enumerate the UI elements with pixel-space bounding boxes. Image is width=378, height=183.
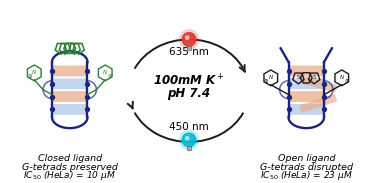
Circle shape <box>182 133 196 147</box>
FancyBboxPatch shape <box>288 78 324 89</box>
FancyBboxPatch shape <box>52 104 87 115</box>
Bar <box>187 147 191 150</box>
Text: N: N <box>32 70 36 75</box>
FancyBboxPatch shape <box>288 91 324 102</box>
Text: IC$_{50}$ (HeLa) = 23 $\mu$M: IC$_{50}$ (HeLa) = 23 $\mu$M <box>260 169 353 182</box>
Text: ⊕: ⊕ <box>344 79 349 84</box>
Circle shape <box>179 30 199 49</box>
Text: G-tetrads preserved: G-tetrads preserved <box>22 163 118 172</box>
Text: 100mM K$^+$: 100mM K$^+$ <box>153 73 225 88</box>
Text: ⊕: ⊕ <box>27 74 32 79</box>
FancyBboxPatch shape <box>52 66 87 76</box>
FancyBboxPatch shape <box>288 104 324 115</box>
Text: IC$_{50}$ (HeLa) = 10 $\mu$M: IC$_{50}$ (HeLa) = 10 $\mu$M <box>23 169 116 182</box>
Text: G-tetrads disrupted: G-tetrads disrupted <box>260 163 353 172</box>
FancyBboxPatch shape <box>288 66 324 76</box>
Text: 635 nm: 635 nm <box>169 47 209 57</box>
Circle shape <box>182 33 196 46</box>
Text: Open ligand: Open ligand <box>277 154 335 163</box>
FancyBboxPatch shape <box>52 78 87 89</box>
Text: pH 7.4: pH 7.4 <box>167 87 211 100</box>
Circle shape <box>186 137 189 140</box>
FancyBboxPatch shape <box>52 91 87 102</box>
Text: ⊕: ⊕ <box>263 79 268 84</box>
Text: Closed ligand: Closed ligand <box>38 154 102 163</box>
Text: 450 nm: 450 nm <box>169 122 209 132</box>
Polygon shape <box>299 94 337 113</box>
Text: N: N <box>103 70 107 75</box>
Text: N: N <box>340 75 344 80</box>
Circle shape <box>186 36 189 39</box>
Text: S: S <box>312 75 316 80</box>
Text: S: S <box>297 75 300 80</box>
Text: N: N <box>269 75 273 80</box>
Polygon shape <box>299 75 337 92</box>
Bar <box>187 46 191 50</box>
Text: ⊕: ⊕ <box>108 74 113 79</box>
Circle shape <box>179 130 199 150</box>
